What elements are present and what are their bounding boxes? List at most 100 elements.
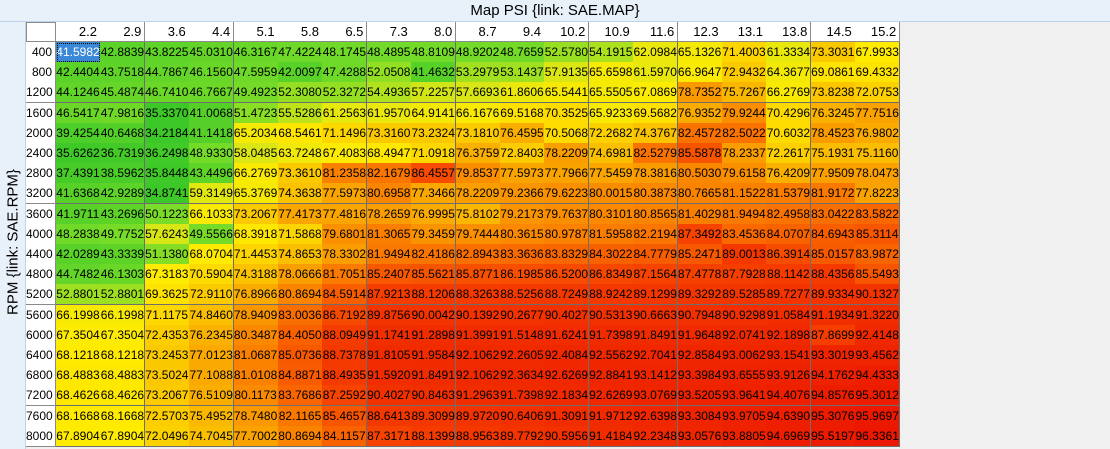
table-cell[interactable]: 90.4027 — [366, 385, 412, 407]
table-cell[interactable]: 93.6555 — [722, 365, 767, 387]
table-cell[interactable]: 52.5780 — [544, 42, 590, 63]
table-cell[interactable]: 67.3504 — [56, 324, 101, 346]
table-cell[interactable]: 93.1412 — [633, 365, 679, 387]
table-cell[interactable]: 87.4778 — [677, 264, 723, 286]
table-cell[interactable]: 42.4404 — [56, 62, 101, 84]
table-cell[interactable]: 78.7480 — [233, 405, 279, 427]
table-cell[interactable]: 80.8565 — [633, 203, 679, 225]
table-cell[interactable]: 81.5379 — [766, 183, 812, 205]
table-cell[interactable]: 78.2659 — [366, 203, 412, 225]
table-cell[interactable]: 66.2769 — [766, 82, 812, 104]
table-cell[interactable]: 79.2173 — [500, 203, 545, 225]
table-cell[interactable]: 59.3149 — [189, 183, 235, 205]
table-cell[interactable]: 68.3918 — [233, 223, 279, 245]
table-cell[interactable]: 67.3183 — [144, 264, 190, 286]
table-cell[interactable]: 43.4496 — [189, 163, 235, 185]
table-cell[interactable]: 91.1934 — [810, 304, 856, 326]
table-cell[interactable]: 90.0042 — [411, 304, 457, 326]
table-cell[interactable]: 41.9711 — [56, 203, 101, 225]
table-cell[interactable]: 66.1998 — [56, 304, 101, 326]
table-cell[interactable]: 91.4184 — [588, 425, 634, 447]
table-cell[interactable]: 77.1088 — [189, 365, 235, 387]
table-cell[interactable]: 84.7779 — [633, 244, 679, 265]
table-cell[interactable]: 90.9298 — [722, 304, 767, 326]
table-cell[interactable]: 53.2979 — [455, 62, 501, 84]
table-cell[interactable]: 72.8403 — [500, 143, 545, 164]
table-cell[interactable]: 88.6413 — [366, 405, 412, 427]
table-cell[interactable]: 74.3188 — [233, 264, 279, 286]
table-cell[interactable]: 77.5973 — [322, 183, 368, 205]
table-cell[interactable]: 93.3984 — [677, 365, 723, 387]
table-cell[interactable]: 74.3638 — [278, 183, 323, 205]
table-cell[interactable]: 82.4572 — [677, 122, 723, 144]
table-cell[interactable]: 61.2563 — [322, 102, 368, 124]
table-cell[interactable]: 52.3080 — [278, 82, 323, 104]
table-cell[interactable]: 93.5205 — [677, 385, 723, 407]
table-cell[interactable]: 82.5279 — [633, 143, 679, 164]
table-cell[interactable]: 71.4003 — [722, 42, 767, 63]
table-cell[interactable]: 69.3625 — [144, 284, 190, 306]
table-cell[interactable]: 37.4391 — [56, 163, 101, 185]
table-cell[interactable]: 92.8584 — [677, 345, 723, 366]
table-cell[interactable]: 53.1437 — [500, 62, 545, 84]
table-cell[interactable]: 88.5256 — [500, 284, 545, 306]
table-cell[interactable]: 73.3031 — [810, 42, 856, 63]
table-cell[interactable]: 58.0485 — [233, 143, 279, 164]
table-cell[interactable]: 96.3361 — [855, 425, 901, 447]
table-cell[interactable]: 91.9648 — [677, 324, 723, 346]
table-cell[interactable]: 47.5959 — [233, 62, 279, 84]
table-cell[interactable]: 86.7192 — [322, 304, 368, 326]
table-cell[interactable]: 48.2838 — [56, 223, 101, 245]
table-cell[interactable]: 93.1541 — [766, 345, 812, 366]
table-cell[interactable]: 85.8771 — [455, 264, 501, 286]
table-cell[interactable]: 90.2677 — [500, 304, 545, 326]
table-cell[interactable]: 68.4626 — [56, 385, 101, 407]
table-cell[interactable]: 68.1668 — [56, 405, 101, 427]
table-cell[interactable]: 52.8801 — [100, 284, 146, 306]
table-cell[interactable]: 76.4209 — [766, 163, 812, 185]
table-cell[interactable]: 89.8756 — [366, 304, 412, 326]
table-cell[interactable]: 88.4935 — [322, 365, 368, 387]
table-cell[interactable]: 84.0707 — [766, 223, 812, 245]
table-cell[interactable]: 73.2453 — [144, 345, 190, 366]
table-cell[interactable]: 74.8653 — [278, 244, 323, 265]
table-cell[interactable]: 48.1745 — [322, 42, 368, 63]
table-cell[interactable]: 88.7249 — [544, 284, 590, 306]
table-cell[interactable]: 87.8699 — [810, 324, 856, 346]
table-cell[interactable]: 49.7752 — [100, 223, 146, 245]
table-cell[interactable]: 68.4883 — [100, 365, 146, 387]
table-cell[interactable]: 92.1834 — [544, 385, 590, 407]
table-cell[interactable]: 75.4952 — [189, 405, 235, 427]
table-cell[interactable]: 91.8105 — [366, 345, 412, 366]
table-cell[interactable]: 92.4084 — [544, 345, 590, 366]
table-cell[interactable]: 80.7665 — [677, 183, 723, 205]
table-cell[interactable]: 41.1418 — [189, 122, 235, 144]
table-cell[interactable]: 48.4895 — [366, 42, 412, 63]
table-cell[interactable]: 81.1522 — [722, 183, 767, 205]
table-cell[interactable]: 94.6390 — [766, 405, 812, 427]
table-cell[interactable]: 92.1898 — [766, 324, 812, 346]
table-cell[interactable]: 92.7041 — [633, 345, 679, 366]
table-cell[interactable]: 72.0496 — [144, 425, 190, 447]
table-cell[interactable]: 91.3091 — [544, 405, 590, 427]
table-cell[interactable]: 66.1998 — [100, 304, 146, 326]
table-cell[interactable]: 85.5493 — [855, 264, 901, 286]
table-cell[interactable]: 86.8349 — [588, 264, 634, 286]
table-cell[interactable]: 91.2963 — [455, 385, 501, 407]
table-cell[interactable]: 81.4029 — [677, 203, 723, 225]
table-cell[interactable]: 85.0736 — [278, 345, 323, 366]
table-cell[interactable]: 90.7948 — [677, 304, 723, 326]
table-cell[interactable]: 68.4883 — [56, 365, 101, 387]
table-cell[interactable]: 78.3302 — [322, 244, 368, 265]
table-cell[interactable]: 92.6269 — [588, 385, 634, 407]
table-cell[interactable]: 80.8694 — [278, 425, 323, 447]
table-cell[interactable]: 76.8966 — [233, 284, 279, 306]
table-cell[interactable]: 76.5109 — [189, 385, 235, 407]
table-cell[interactable]: 46.7410 — [144, 82, 190, 104]
table-cell[interactable]: 78.2337 — [722, 143, 767, 164]
table-cell[interactable]: 35.3370 — [144, 102, 190, 124]
table-cell[interactable]: 78.0666 — [278, 264, 323, 286]
table-cell[interactable]: 83.8329 — [544, 244, 590, 265]
table-cell[interactable]: 77.7966 — [544, 163, 590, 185]
table-cell[interactable]: 54.1915 — [588, 42, 634, 63]
